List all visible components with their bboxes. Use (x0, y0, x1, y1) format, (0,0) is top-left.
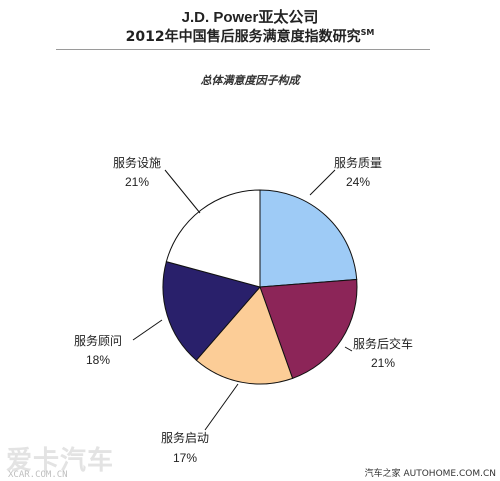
chart-title-line1: J.D. Power亚太公司 (181, 9, 319, 26)
pie-slice-3 (195, 286, 294, 385)
leader-line-3 (204, 383, 239, 431)
slice-value-label-2: 21% (371, 356, 395, 370)
autohome-watermark: 汽车之家 AUTOHOME.COM.CN (364, 469, 496, 479)
chart-title-line2: 2012年中国售后服务满意度指数研究SM (0, 26, 500, 46)
slice-value-label-4: 18% (86, 353, 110, 367)
slice-label-5: 服务设施 (113, 155, 161, 170)
slice-label-2: 服务后交车 (353, 336, 413, 351)
pie-slice-4 (162, 261, 261, 361)
pie-slice-1 (259, 189, 358, 288)
pie-slice-5 (165, 189, 261, 288)
title-line2-text: 2012年中国售后服务满意度指数研究 (125, 29, 361, 45)
slice-label-3: 服务启动 (161, 430, 209, 445)
slice-value-label-1: 24% (346, 175, 370, 189)
leader-line-2 (344, 346, 353, 352)
service-mark: SM (360, 28, 375, 37)
xcar-watermark: 爱卡汽车 (6, 446, 115, 476)
title-divider (56, 49, 430, 50)
xcar-watermark-url: XCAR.COM.CN (8, 470, 68, 480)
slice-value-label-5: 21% (125, 175, 149, 189)
slice-label-4: 服务顾问 (74, 333, 122, 348)
leader-line-5 (164, 169, 201, 214)
leader-line-1 (309, 169, 336, 196)
leader-line-4 (132, 319, 163, 341)
chart-subtitle: 总体满意度因子构成 (200, 74, 300, 87)
slice-label-1: 服务质量 (334, 155, 382, 170)
slice-value-label-3: 17% (173, 451, 197, 465)
